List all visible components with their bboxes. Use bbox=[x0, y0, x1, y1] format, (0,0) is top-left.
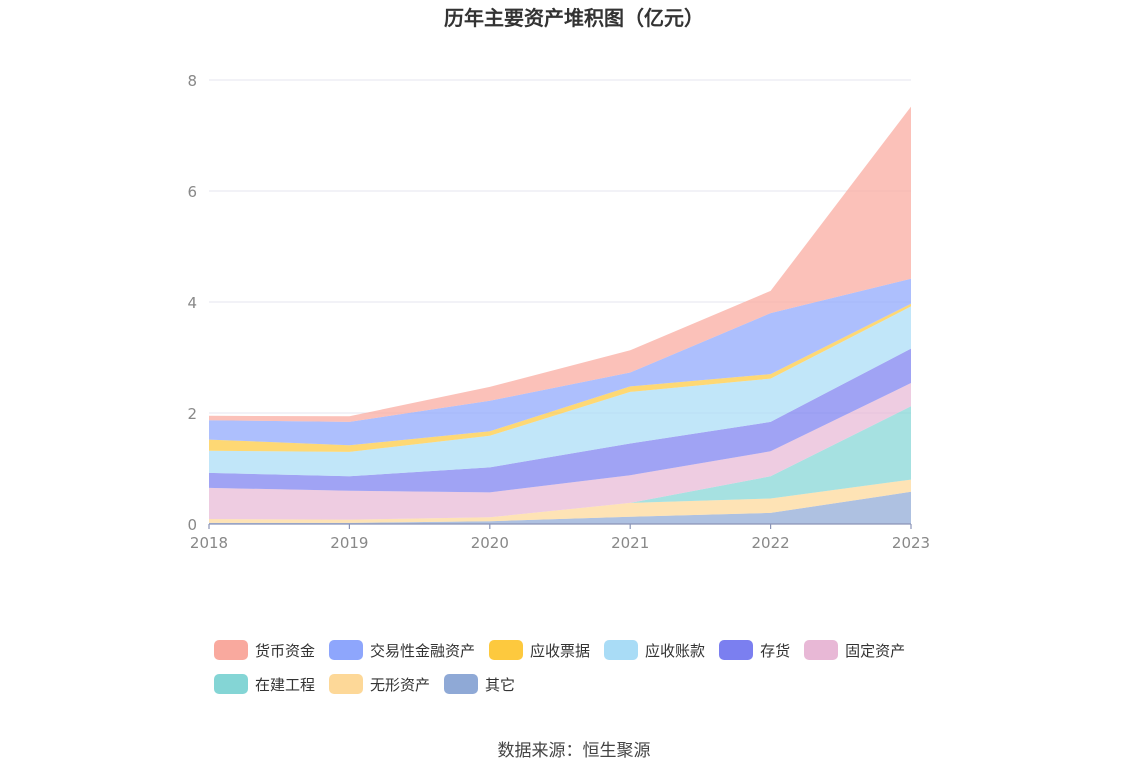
area-series-2[interactable] bbox=[209, 406, 911, 520]
area-series-7[interactable] bbox=[209, 278, 911, 446]
y-tick-label: 6 bbox=[187, 183, 197, 201]
legend-item[interactable]: 应收账款 bbox=[604, 638, 705, 662]
legend-item[interactable]: 其它 bbox=[444, 672, 515, 696]
y-tick-label: 4 bbox=[187, 294, 197, 312]
legend-item[interactable]: 存货 bbox=[719, 638, 790, 662]
area-series-1[interactable] bbox=[209, 479, 911, 523]
x-tick-label: 2021 bbox=[611, 534, 649, 552]
legend-swatch bbox=[489, 640, 524, 660]
legend-swatch bbox=[804, 640, 839, 660]
legend-label: 交易性金融资产 bbox=[370, 641, 476, 660]
chart-legend: 货币资金 交易性金融资产 应收票据 应收账款 存货 固定资产在建工程 无形资产 其它 bbox=[214, 638, 974, 706]
area-series-0[interactable] bbox=[209, 491, 911, 524]
legend-label: 其它 bbox=[485, 675, 516, 694]
legend-swatch bbox=[444, 674, 479, 694]
legend-item[interactable]: 在建工程 bbox=[214, 672, 315, 696]
x-tick-label: 2019 bbox=[330, 534, 368, 552]
legend-item[interactable]: 应收票据 bbox=[489, 638, 590, 662]
legend-item[interactable]: 固定资产 bbox=[804, 638, 905, 662]
legend-item[interactable]: 货币资金 bbox=[214, 638, 315, 662]
legend-label: 应收票据 bbox=[530, 641, 591, 660]
legend-swatch bbox=[214, 640, 248, 660]
legend-label: 固定资产 bbox=[845, 641, 906, 660]
x-tick-label: 2022 bbox=[752, 534, 790, 552]
legend-item[interactable]: 交易性金融资产 bbox=[329, 638, 475, 662]
area-series-4[interactable] bbox=[209, 348, 911, 493]
x-tick-label: 2020 bbox=[471, 534, 509, 552]
legend-item[interactable]: 无形资产 bbox=[329, 672, 430, 696]
legend-label: 存货 bbox=[760, 641, 791, 660]
stacked-area-chart: 0 2 4 6 8 2018 2019 2020 2021 2022 2023 bbox=[187, 72, 930, 552]
legend-swatch bbox=[329, 640, 364, 660]
legend-swatch bbox=[329, 674, 364, 694]
chart-title: 历年主要资产堆积图（亿元） bbox=[444, 6, 704, 30]
data-source-note: 数据来源：恒生聚源 bbox=[497, 741, 651, 761]
y-tick-label: 0 bbox=[187, 516, 197, 534]
legend-swatch bbox=[719, 640, 754, 660]
legend-label: 在建工程 bbox=[255, 675, 316, 694]
y-tick-label: 2 bbox=[187, 405, 197, 423]
area-series-6[interactable] bbox=[209, 303, 911, 452]
area-series-5[interactable] bbox=[209, 306, 911, 477]
legend-swatch bbox=[214, 674, 248, 694]
legend-label: 应收账款 bbox=[645, 641, 706, 660]
x-tick-label: 2023 bbox=[892, 534, 930, 552]
legend-label: 无形资产 bbox=[370, 675, 431, 694]
x-tick-label: 2018 bbox=[190, 534, 228, 552]
legend-label: 货币资金 bbox=[255, 641, 316, 660]
legend-swatch bbox=[604, 640, 639, 660]
y-tick-label: 8 bbox=[187, 72, 197, 90]
